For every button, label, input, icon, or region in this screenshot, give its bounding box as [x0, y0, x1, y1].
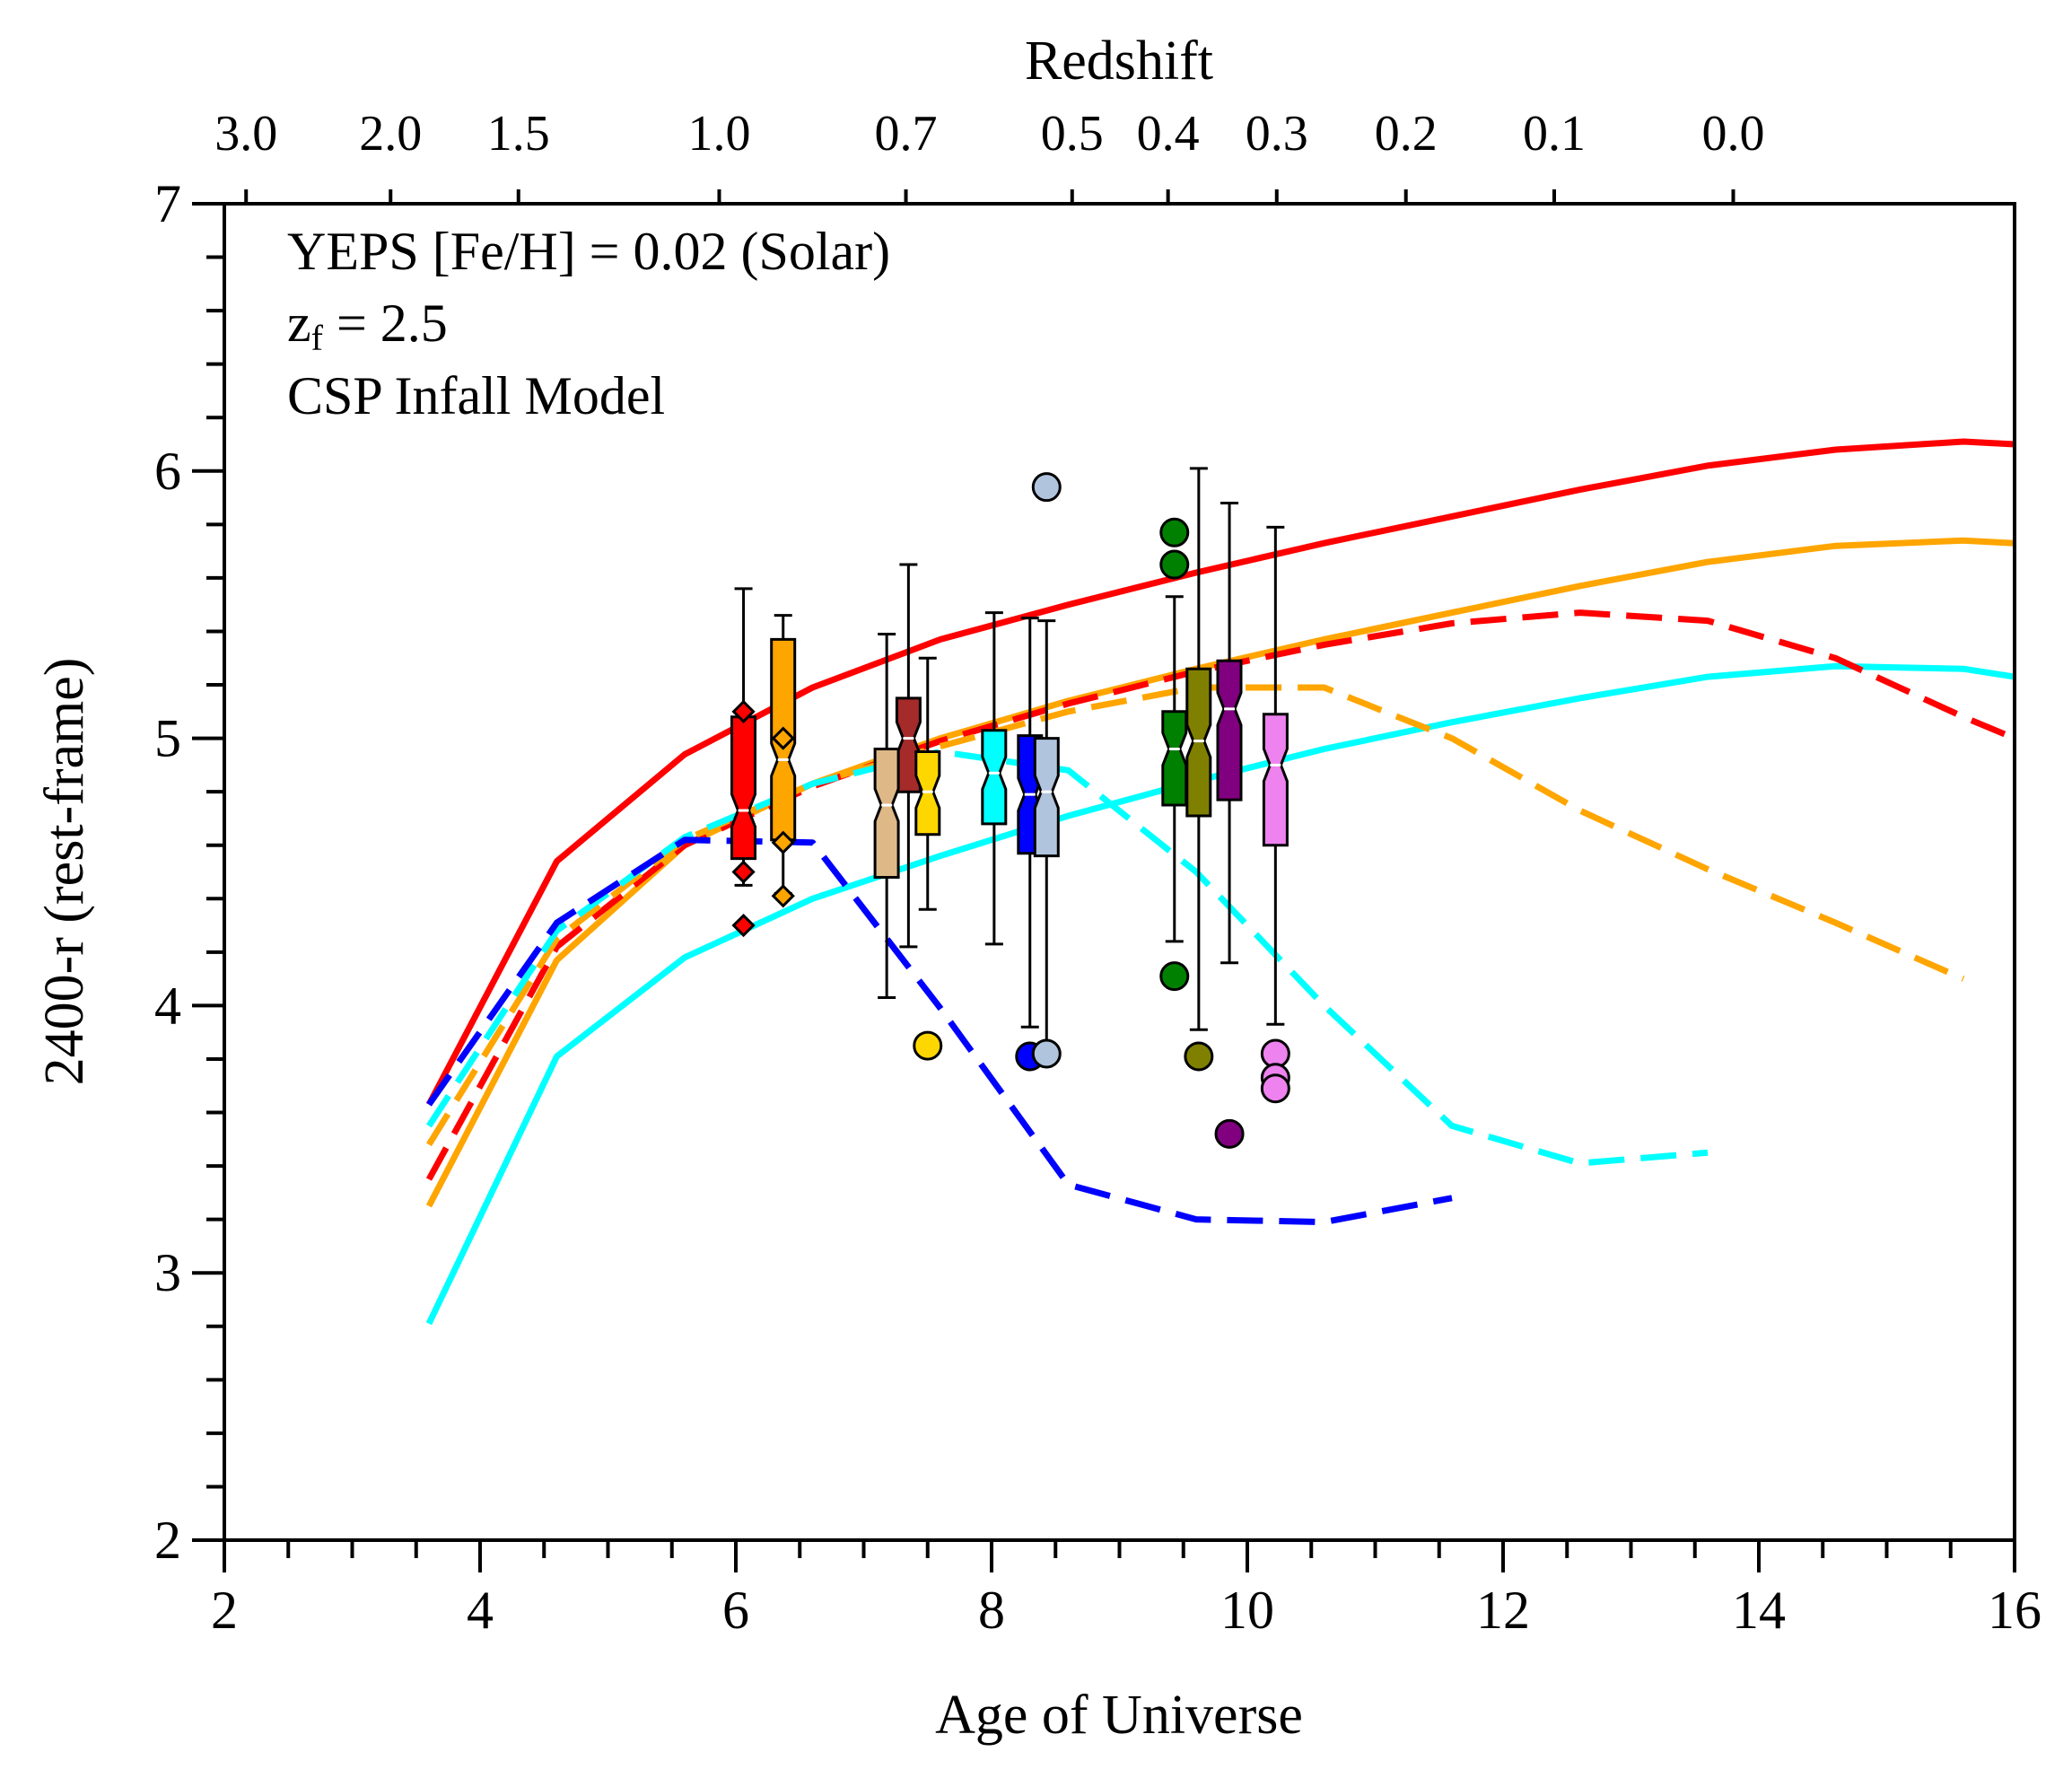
- boxplot-outlier: [1184, 1041, 1214, 1072]
- boxplot-outlier: [771, 830, 795, 854]
- boxplot-1: [730, 587, 756, 938]
- x-axis-title: Age of Universe: [935, 1685, 1303, 1746]
- boxplot-outlier: [1159, 517, 1190, 547]
- x-tick-label: 12: [1476, 1581, 1530, 1640]
- boxplot-outlier: [1214, 1118, 1245, 1149]
- boxplot-5: [913, 656, 943, 1061]
- boxplot-box: [730, 715, 756, 861]
- boxplot-outlier: [771, 884, 795, 908]
- top-axis-tick-label: 3.0: [214, 106, 277, 162]
- annotation-model-name: CSP Infall Model: [287, 366, 665, 425]
- annotation-z-subscript: f: [311, 318, 324, 358]
- boxplot-8: [1031, 472, 1062, 1069]
- top-axis-tick-label: 0.4: [1137, 106, 1200, 162]
- top-axis-tick-label: 0.5: [1041, 106, 1104, 162]
- annotation-formation-redshift: zf = 2.5: [287, 293, 448, 358]
- boxplot-box: [1185, 667, 1212, 818]
- boxplot-outlier: [1031, 1038, 1062, 1069]
- series-line-red-dashed: [425, 609, 2016, 1181]
- top-axis-tick-label: 0.2: [1375, 106, 1438, 162]
- boxplot-outlier: [771, 726, 795, 750]
- x-tick-label: 6: [722, 1581, 749, 1640]
- x-tick-label: 2: [211, 1581, 238, 1640]
- boxplot-box: [1161, 710, 1188, 807]
- top-axis-title: Redshift: [1025, 31, 1213, 92]
- series-line-red-solid: [425, 438, 2015, 1107]
- y-axis-title: 2400-r (rest-frame): [34, 658, 95, 1086]
- axis-ticks: 2 4 6 8 10 12 14 16 2 3 4 5 6 7 3.0 2.0 1.5 1.0 0.7 0.5 0.4 0…: [154, 106, 2041, 1640]
- boxplot-box: [981, 729, 1008, 826]
- boxplot-outlier: [731, 860, 756, 884]
- boxplot-box: [1262, 713, 1289, 847]
- boxplot-4: [873, 632, 900, 999]
- boxplot-outlier: [1260, 1073, 1290, 1104]
- annotation-z-value: = 2.5: [323, 293, 448, 353]
- boxplot-outlier: [1159, 961, 1190, 992]
- top-axis-tick-label: 0.1: [1523, 106, 1586, 162]
- boxplots: [730, 467, 1290, 1149]
- x-tick-label: 14: [1732, 1581, 1786, 1640]
- series-line-cyan-solid: [425, 662, 2015, 1326]
- boxplot-box: [895, 696, 922, 793]
- boxplot-outlier: [1159, 549, 1190, 580]
- y-tick-label: 5: [154, 709, 181, 768]
- top-axis-tick-label: 1.0: [687, 106, 750, 162]
- y-tick-label: 7: [154, 174, 181, 233]
- plot-frame: [223, 202, 2016, 1542]
- boxplot-12: [1260, 525, 1290, 1104]
- y-tick-label: 3: [154, 1243, 181, 1302]
- top-axis-tick-label: 0.0: [1702, 106, 1765, 162]
- boxplot-box: [873, 748, 900, 879]
- annotation-z: z: [287, 293, 311, 353]
- boxplot-2: [770, 614, 797, 908]
- boxplot-outlier: [913, 1030, 943, 1061]
- boxplot-11: [1214, 502, 1245, 1149]
- y-tick-label: 6: [154, 442, 181, 501]
- top-axis-tick-label: 0.7: [875, 106, 938, 162]
- x-tick-label: 4: [467, 1581, 494, 1640]
- boxplot-3: [895, 563, 922, 949]
- top-axis-tick-label: 0.3: [1246, 106, 1308, 162]
- annotation-block: YEPS [Fe/H] = 0.02 (Solar) zf = 2.5 CSP …: [287, 222, 890, 425]
- boxplot-outlier: [731, 913, 756, 938]
- annotation-model-metallicity: YEPS [Fe/H] = 0.02 (Solar): [287, 222, 890, 281]
- x-tick-label: 10: [1220, 1581, 1274, 1640]
- series-line-orange-solid: [425, 537, 2015, 1208]
- boxplot-6: [981, 611, 1008, 946]
- y-tick-label: 2: [154, 1511, 181, 1570]
- series-line-blue-dashed: [426, 836, 1453, 1226]
- y-tick-label: 4: [154, 976, 181, 1035]
- boxplot-box: [1033, 737, 1060, 858]
- x-tick-label: 8: [978, 1581, 1005, 1640]
- boxplot-outlier: [1031, 472, 1062, 503]
- boxplot-outlier: [731, 699, 756, 723]
- boxplot-box: [1216, 659, 1243, 801]
- boxplot-10: [1184, 467, 1214, 1072]
- top-axis-tick-label: 1.5: [487, 106, 550, 162]
- x-tick-label: 16: [1988, 1581, 2041, 1640]
- top-axis-tick-label: 2.0: [359, 106, 422, 162]
